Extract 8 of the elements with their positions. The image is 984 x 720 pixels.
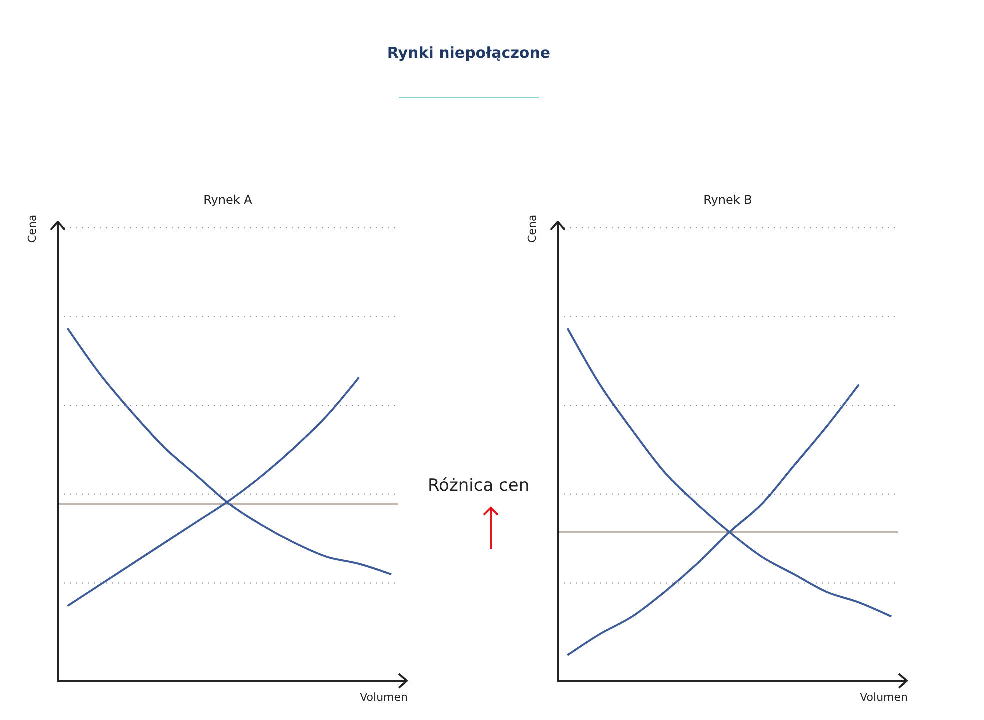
x-axis-title: Volumen — [359, 691, 408, 704]
y-axis-title: Cena — [26, 214, 39, 243]
x-axis-title: Volumen — [859, 691, 908, 704]
text: Rynki niepołączone — [386, 44, 552, 62]
chart-subtitle: Rynek A — [202, 193, 254, 207]
chart-subtitle: Rynek B — [702, 193, 754, 207]
y-axis-title: Cena — [526, 214, 539, 243]
text: Różnica cen — [428, 476, 530, 496]
